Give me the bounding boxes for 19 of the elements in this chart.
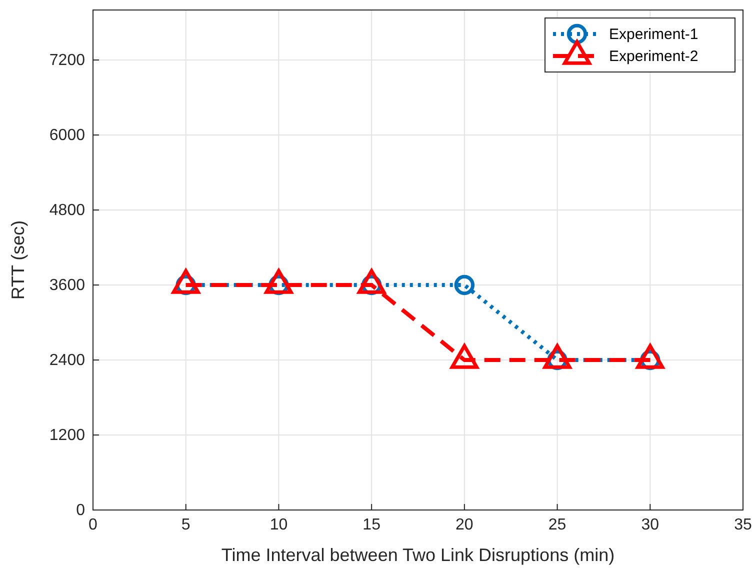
y-tick-label: 1200 [49,427,86,444]
y-tick-label: 4800 [49,202,86,220]
y-tick-label: 0 [76,502,86,520]
x-tick-label: 0 [88,516,98,534]
y-tick-label: 7200 [49,52,86,70]
y-tick-label: 6000 [49,127,86,144]
x-tick-label: 20 [456,516,474,534]
x-tick-label: 30 [641,516,660,534]
x-tick-label: 15 [362,516,381,534]
x-tick-label: 5 [181,516,190,534]
y-tick-label: 3600 [49,277,86,294]
x-tick-label: 35 [734,516,752,534]
x-axis-title: Time Interval between Two Link Disruptions (min) [221,545,615,565]
x-tick-label: 10 [270,516,288,534]
legend-label: Experiment-1 [609,26,698,43]
x-tick-label: 25 [548,516,566,534]
y-axis-title: RTT (sec) [8,220,28,300]
legend-label: Experiment-2 [609,48,698,65]
y-tick-label: 2400 [49,352,86,370]
